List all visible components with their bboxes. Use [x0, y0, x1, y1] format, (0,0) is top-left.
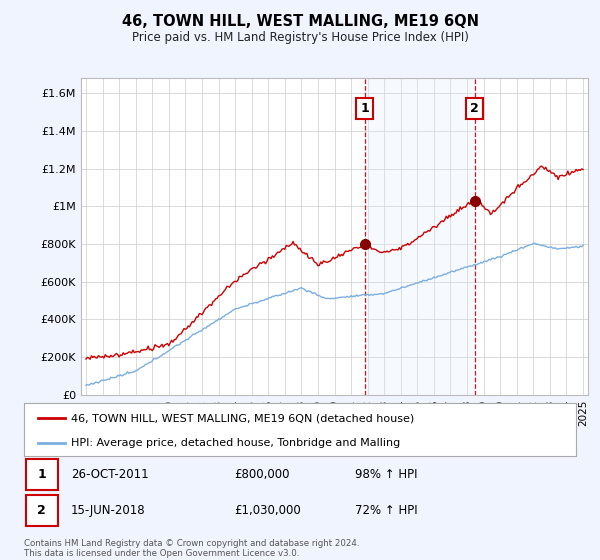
Text: Contains HM Land Registry data © Crown copyright and database right 2024.
This d: Contains HM Land Registry data © Crown c… — [24, 539, 359, 558]
Text: Price paid vs. HM Land Registry's House Price Index (HPI): Price paid vs. HM Land Registry's House … — [131, 31, 469, 44]
Text: 1: 1 — [360, 102, 369, 115]
Text: 2: 2 — [37, 504, 46, 517]
Text: 2: 2 — [470, 102, 479, 115]
Text: 72% ↑ HPI: 72% ↑ HPI — [355, 504, 418, 517]
Text: 46, TOWN HILL, WEST MALLING, ME19 6QN: 46, TOWN HILL, WEST MALLING, ME19 6QN — [121, 14, 479, 29]
FancyBboxPatch shape — [26, 459, 58, 490]
Text: 98% ↑ HPI: 98% ↑ HPI — [355, 468, 418, 481]
Text: £800,000: £800,000 — [234, 468, 289, 481]
Bar — [365, 78, 475, 395]
Text: 15-JUN-2018: 15-JUN-2018 — [71, 504, 146, 517]
Text: 26-OCT-2011: 26-OCT-2011 — [71, 468, 149, 481]
Text: HPI: Average price, detached house, Tonbridge and Malling: HPI: Average price, detached house, Tonb… — [71, 438, 400, 448]
Text: 46, TOWN HILL, WEST MALLING, ME19 6QN (detached house): 46, TOWN HILL, WEST MALLING, ME19 6QN (d… — [71, 413, 414, 423]
FancyBboxPatch shape — [26, 495, 58, 526]
Text: £1,030,000: £1,030,000 — [234, 504, 301, 517]
Text: 1: 1 — [37, 468, 46, 481]
